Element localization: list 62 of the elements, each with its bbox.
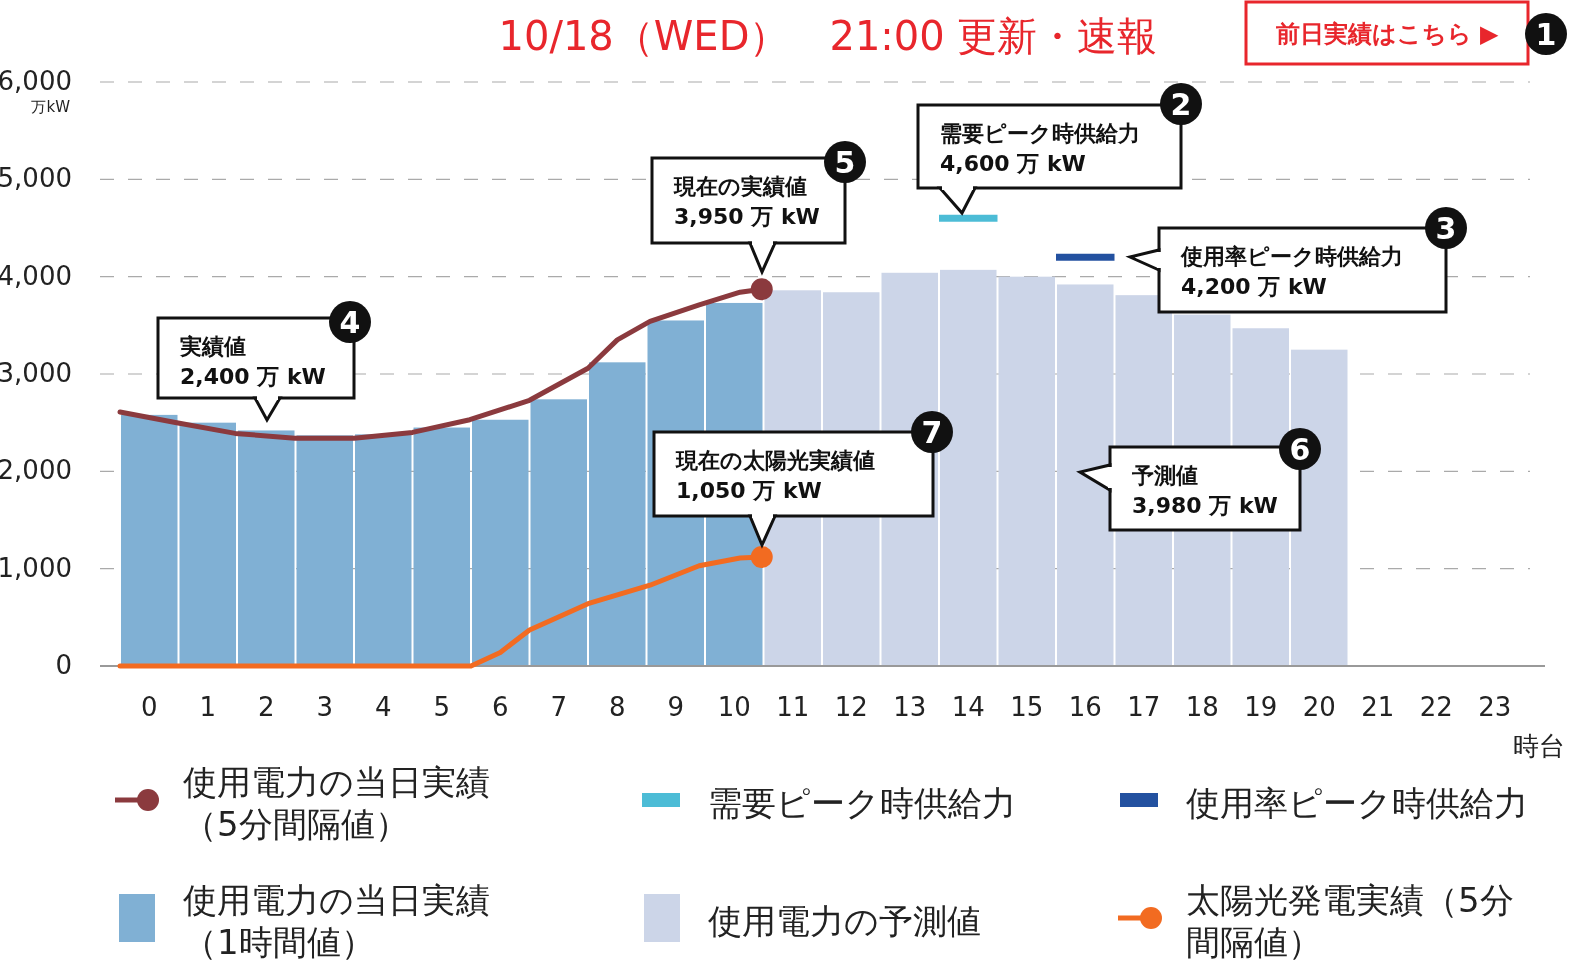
annotation: 4 xyxy=(339,305,361,340)
bar xyxy=(1057,284,1114,666)
y-tick-label: 6,000 xyxy=(0,66,72,96)
bar xyxy=(179,422,236,666)
legend-label: 使用電力の予測値 xyxy=(708,899,982,943)
legend-label: 使用率ピーク時供給力 xyxy=(1186,782,1528,823)
x-tick-label: 3 xyxy=(316,692,334,722)
bar xyxy=(413,427,470,666)
annotation: 現在の実績値 3,950 万 kW xyxy=(673,174,820,229)
y-tick-label: 1,000 xyxy=(0,552,72,583)
bar xyxy=(121,414,178,666)
annotation: 使用率ピーク時供給力 4,200 万 kW xyxy=(1180,244,1403,299)
x-axis-title: 時台 xyxy=(1513,731,1565,761)
x-tick-label: 17 xyxy=(1127,692,1161,722)
x-tick-label: 10 xyxy=(717,692,751,722)
x-tick-label: 19 xyxy=(1244,692,1278,722)
x-tick-label: 6 xyxy=(491,692,509,722)
annotation: 4 xyxy=(329,301,371,343)
x-tick-label: 22 xyxy=(1419,692,1453,722)
x-tick-label: 8 xyxy=(608,692,626,722)
bar xyxy=(940,269,997,666)
annotation: 現在の太陽光実績値 1,050 万 kW xyxy=(675,448,875,503)
legend-label: 太陽光発電実績（5分間隔値） xyxy=(1186,878,1515,963)
y-tick-label: 2,000 xyxy=(0,455,72,486)
x-tick-label: 2 xyxy=(257,692,275,722)
x-tick-label: 23 xyxy=(1478,692,1512,722)
x-tick-label: 9 xyxy=(667,692,685,722)
x-tick-label: 13 xyxy=(893,692,927,722)
y-tick-label: 0 xyxy=(55,650,72,680)
x-tick-label: 4 xyxy=(374,692,392,722)
x-tick-label: 7 xyxy=(550,692,568,722)
annotation: 需要ピーク時供給力 4,600 万 kW xyxy=(940,121,1140,176)
x-tick-label: 12 xyxy=(834,692,868,722)
legend-label: 使用電力の当日実績（1時間値） xyxy=(183,878,491,963)
chart-title: 10/18（WED） 21:00 更新・速報 xyxy=(498,13,1158,59)
x-tick-label: 14 xyxy=(951,692,985,722)
bar xyxy=(238,430,295,666)
x-tick-label: 1 xyxy=(199,692,217,722)
bar xyxy=(530,399,587,666)
x-tick-label: 20 xyxy=(1302,692,1336,722)
x-tick-label: 15 xyxy=(1010,692,1044,722)
annotation: 1 xyxy=(1525,13,1567,55)
bar xyxy=(472,419,529,666)
x-tick-label: 0 xyxy=(140,692,158,722)
x-tick-label: 11 xyxy=(776,692,810,722)
x-tick-label: 21 xyxy=(1361,692,1395,722)
annotation: 予測値 3,980 万 kW xyxy=(1131,463,1278,518)
annotation: 実績値 2,400 万 kW xyxy=(179,334,326,389)
legend-label: 使用電力の当日実績（5分間隔値） xyxy=(183,760,491,846)
x-tick-label: 5 xyxy=(433,692,451,722)
y-tick-label: 5,000 xyxy=(0,163,72,194)
bar xyxy=(998,276,1055,666)
y-axis-title: 万kW xyxy=(31,98,71,116)
bar xyxy=(296,435,353,666)
bar xyxy=(355,434,412,666)
x-tick-label: 18 xyxy=(1185,692,1219,722)
x-tick-label: 16 xyxy=(1068,692,1102,722)
bar xyxy=(589,362,646,666)
annotation: 前日実績はこちら ▶ xyxy=(1244,0,1530,66)
bar xyxy=(1291,349,1348,666)
legend-label: 需要ピーク時供給力 xyxy=(708,781,1017,825)
y-tick-label: 3,000 xyxy=(0,358,72,388)
